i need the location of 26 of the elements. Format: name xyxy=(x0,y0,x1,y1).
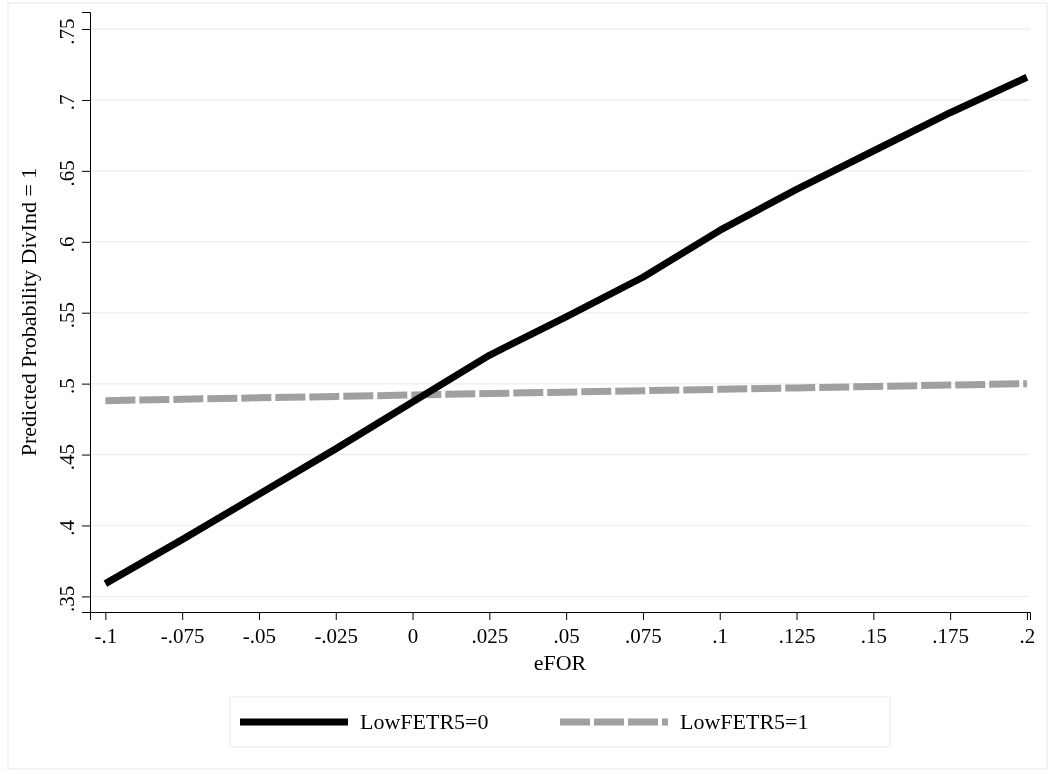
y-tick-label: .7 xyxy=(55,94,79,111)
x-tick-label: .2 xyxy=(1019,623,1036,648)
y-tick-label: .75 xyxy=(55,18,79,45)
x-tick-label: -.05 xyxy=(242,623,277,648)
y-tick-label: .6 xyxy=(55,236,79,253)
x-tick-label: -.075 xyxy=(160,623,205,648)
x-tick-label: -.025 xyxy=(314,623,359,648)
legend-label: LowFETR5=0 xyxy=(360,709,489,734)
x-tick-label: .05 xyxy=(553,623,580,648)
x-tick-label: .15 xyxy=(860,623,887,648)
y-tick-label: .45 xyxy=(55,443,79,471)
y-tick-label: .4 xyxy=(55,519,79,536)
y-tick-label: .55 xyxy=(55,302,79,329)
y-tick-label: .65 xyxy=(55,160,79,187)
y-tick-label: .35 xyxy=(55,585,79,613)
x-tick-label: .1 xyxy=(712,623,729,648)
x-tick-label: 0 xyxy=(407,623,419,648)
x-tick-label: -.1 xyxy=(94,623,118,648)
x-tick-label: .175 xyxy=(932,623,970,648)
legend-label: LowFETR5=1 xyxy=(680,709,809,734)
x-tick-label: .125 xyxy=(778,623,816,648)
x-axis-title: eFOR xyxy=(533,650,587,675)
x-tick-label: .075 xyxy=(625,623,662,648)
y-axis-title: Predicted Probability DivInd = 1 xyxy=(16,167,41,457)
y-tick-label: .5 xyxy=(55,378,79,395)
x-tick-label: .025 xyxy=(471,623,509,648)
